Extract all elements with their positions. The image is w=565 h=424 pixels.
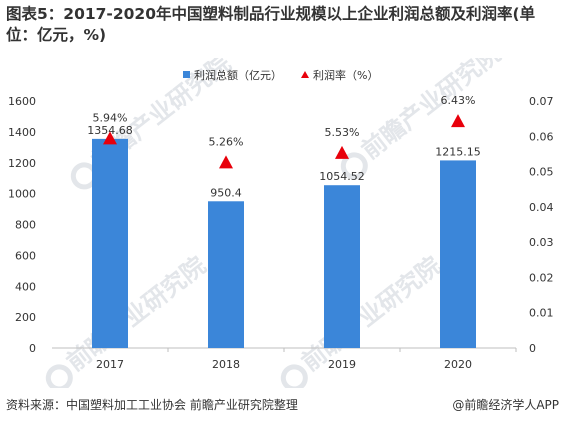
profit-bar <box>440 160 476 348</box>
profit-rate-value-label: 5.94% <box>93 111 128 124</box>
chart: 前瞻产业研究院 前瞻产业研究院 前瞻产业研究院 前瞻产业研究院 利润总额（亿元）… <box>8 58 554 388</box>
y-left-tick-label: 1200 <box>8 157 36 170</box>
y-right-tick-label: 0 <box>529 342 536 355</box>
y-right-tick-label: 0.02 <box>529 271 554 284</box>
y-left-tick-label: 1400 <box>8 126 36 139</box>
y-left-tick-label: 800 <box>15 219 36 232</box>
profit-bar <box>324 185 360 348</box>
legend-marker-swatch <box>301 71 309 78</box>
chart-title: 图表5：2017-2020年中国塑料制品行业规模以上企业利润总额及利润率(单位：… <box>6 5 536 44</box>
y-left-tick-label: 0 <box>29 342 36 355</box>
y-right-tick-label: 0.03 <box>529 236 554 249</box>
profit-rate-value-label: 5.26% <box>209 135 244 148</box>
y-left-tick-label: 200 <box>15 311 36 324</box>
profit-bar-value-label: 1054.52 <box>319 170 365 183</box>
axes: 0 200 400 600 800 1000 1200 1400 1600 0 0.01 0.02 0.… <box>8 95 554 371</box>
brand-credit: @前瞻经济学人APP <box>452 398 559 412</box>
profit-rate-value-label: 5.53% <box>325 126 360 139</box>
y-left-tick-label: 600 <box>15 249 36 262</box>
plot-area: 1354.685.94% 950.4 5.26% 1054.52 5.53% 1215.1… <box>87 94 481 348</box>
y-right-tick-label: 0.06 <box>529 130 554 143</box>
profit-bar-value-label: 950.4 <box>210 186 242 199</box>
y-left-tick-label: 1000 <box>8 188 36 201</box>
y-left-tick-label: 400 <box>15 280 36 293</box>
profit-rate-marker <box>219 155 233 169</box>
y-right-tick-label: 0.07 <box>529 95 554 108</box>
y-right-tick-label: 0.05 <box>529 166 554 179</box>
y-right-tick-label: 0.01 <box>529 307 554 320</box>
profit-bar <box>208 201 244 348</box>
profit-rate-marker <box>103 131 117 145</box>
profit-rate-value-label: 6.43% <box>441 94 476 107</box>
legend-bar-label: 利润总额（亿元） <box>194 68 282 82</box>
legend-bar-swatch <box>183 71 190 78</box>
legend-marker-label: 利润率（%） <box>313 68 378 82</box>
profit-bar <box>92 138 128 348</box>
profit-rate-marker <box>335 145 349 159</box>
x-tick-label: 2018 <box>212 358 240 371</box>
watermark-text: 前瞻产业研究院 <box>296 251 446 376</box>
profit-bar-value-label: 1354.68 <box>87 124 133 137</box>
x-tick-label: 2019 <box>328 358 356 371</box>
watermark-text: 前瞻产业研究院 <box>356 58 506 165</box>
profit-rate-marker <box>451 114 465 128</box>
y-right-tick-label: 0.04 <box>529 201 554 214</box>
x-tick-label: 2020 <box>444 358 472 371</box>
watermark-text: 前瞻产业研究院 <box>61 251 211 376</box>
profit-bar-value-label: 1215.15 <box>435 145 481 158</box>
y-left-tick-label: 1600 <box>8 95 36 108</box>
legend: 利润总额（亿元） 利润率（%） <box>183 68 378 82</box>
x-tick-label: 2017 <box>96 358 124 371</box>
source-note: 资料来源：中国塑料加工工业协会 前瞻产业研究院整理 <box>6 398 298 412</box>
